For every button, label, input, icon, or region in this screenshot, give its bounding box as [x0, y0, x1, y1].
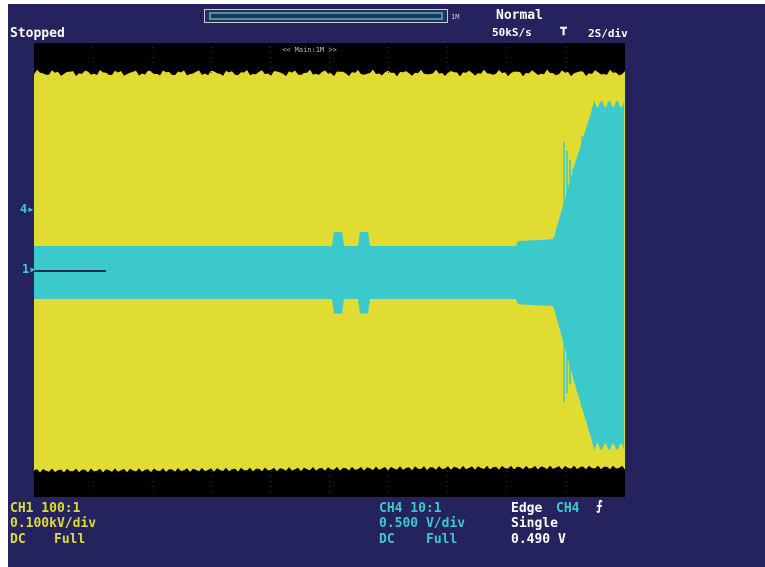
ch1-top-noise [34, 69, 625, 79]
ch4-coupling: DC [379, 532, 395, 547]
oscilloscope-screen: Stopped 1M Normal 50kS/s 𝐓 2S/div << Mai… [8, 4, 765, 567]
trigger-mode-single[interactable]: Single [511, 516, 558, 531]
ch4-marker-label: 4 [20, 202, 28, 216]
ch1-marker-label: 1 [22, 262, 30, 276]
trigger-level[interactable]: 0.490 V [511, 532, 566, 547]
waveform-plot [34, 47, 625, 493]
ch1-coupling: DC [10, 532, 26, 547]
ch1-bandwidth: Full [54, 532, 86, 547]
rising-edge-icon: ⨍ [596, 499, 603, 514]
record-view-window[interactable] [209, 12, 443, 20]
zoom-label: << Main:1M >> [282, 46, 337, 54]
sample-rate: 50kS/s [492, 26, 532, 39]
ch4-trace [34, 100, 624, 451]
trigger-source[interactable]: CH4 [556, 501, 580, 516]
trigger-mode: Normal [496, 8, 543, 23]
record-length-label: 1M [451, 13, 460, 21]
ch4-ground-marker[interactable]: 4▸ [20, 202, 35, 216]
ch4-scale[interactable]: 0.500 V/div [379, 516, 466, 531]
time-per-div: 2S/div [588, 27, 628, 40]
ch1-ground-marker[interactable]: 1▸ [22, 262, 37, 276]
trigger-position-icon: 𝐓 [560, 25, 568, 38]
trigger-type[interactable]: Edge [511, 501, 543, 516]
record-length-bar[interactable] [204, 9, 448, 23]
ch1-probe[interactable]: CH1 100:1 [10, 501, 81, 516]
acquisition-state: Stopped [10, 26, 65, 41]
ch1-scale[interactable]: 0.100kV/div [10, 516, 97, 531]
ch4-probe[interactable]: CH4 10:1 [379, 501, 442, 516]
ch1-bottom-noise [34, 463, 625, 473]
waveform-display[interactable]: << Main:1M >> [34, 43, 625, 497]
ch4-bandwidth: Full [426, 532, 458, 547]
